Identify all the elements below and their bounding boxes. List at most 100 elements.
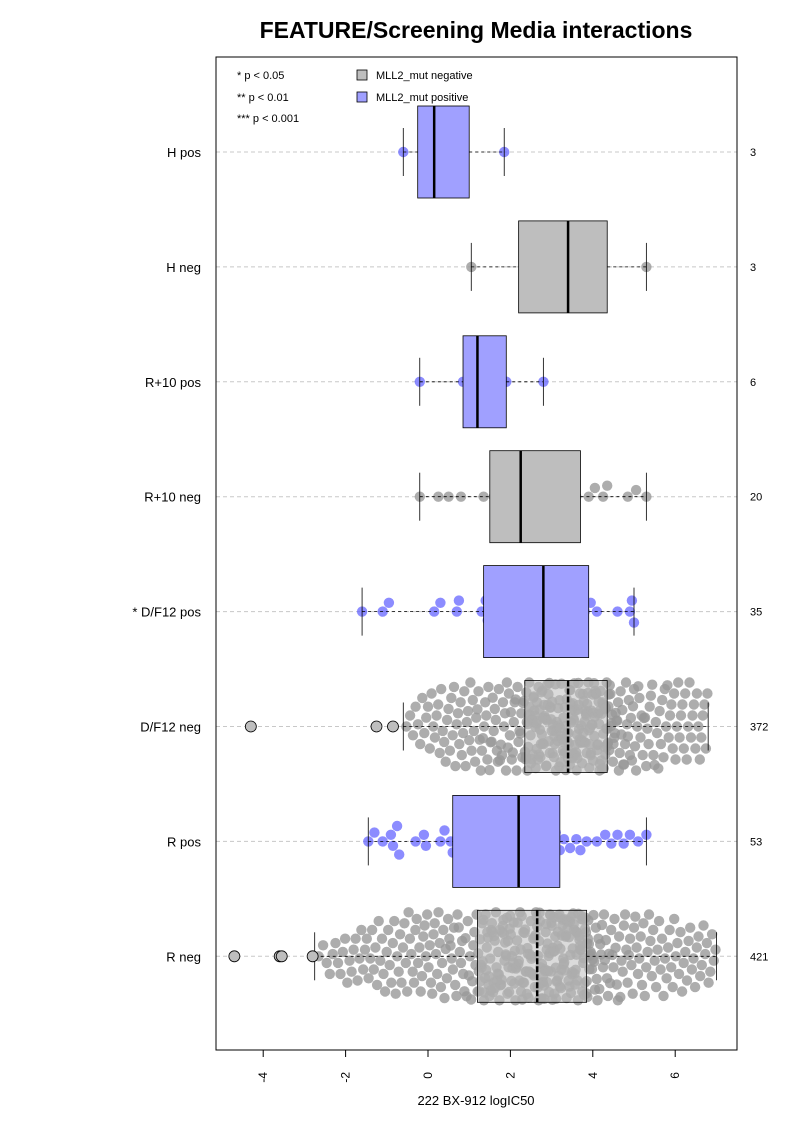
- x-tick-label: 4: [586, 1072, 600, 1079]
- data-point: [404, 933, 416, 944]
- data-point: [426, 688, 437, 699]
- data-point: [683, 935, 694, 947]
- data-point: [600, 829, 611, 840]
- data-point: [589, 956, 600, 967]
- data-point: [418, 931, 429, 942]
- data-point: [453, 922, 464, 933]
- data-point: [441, 714, 453, 726]
- data-point: [400, 957, 411, 969]
- data-point: [469, 756, 481, 767]
- data-point: [451, 606, 462, 617]
- data-point: [633, 681, 644, 692]
- data-point: [383, 924, 394, 936]
- data-point: [700, 948, 711, 960]
- data-point: [486, 736, 497, 747]
- data-point: [637, 749, 648, 761]
- data-point: [392, 951, 403, 962]
- data-point: [685, 922, 696, 933]
- data-point: [670, 951, 681, 962]
- data-point: [629, 741, 641, 752]
- data-point: [694, 754, 705, 765]
- legend-label-negative: MLL2_mut negative: [376, 70, 473, 82]
- data-point: [508, 716, 519, 728]
- group-label: H neg: [166, 260, 201, 275]
- data-point: [422, 701, 434, 712]
- data-point: [363, 973, 374, 984]
- data-point: [618, 838, 629, 849]
- data-point: [451, 719, 462, 730]
- data-point: [618, 759, 630, 770]
- data-point: [487, 692, 498, 703]
- data-point: [606, 924, 617, 936]
- data-point: [641, 760, 652, 772]
- data-point: [424, 743, 435, 754]
- iqr-box: [477, 909, 588, 1003]
- data-point: [602, 990, 614, 1002]
- data-point: [371, 979, 383, 991]
- data-point: [588, 909, 599, 921]
- data-point: [685, 732, 697, 743]
- data-point: [452, 708, 464, 719]
- data-point: [630, 911, 641, 922]
- data-point: [456, 749, 467, 761]
- data-point: [399, 918, 410, 929]
- group-n: 20: [750, 492, 762, 504]
- data-point: [394, 929, 406, 940]
- data-point: [699, 699, 710, 710]
- data-point: [404, 710, 416, 721]
- data-point: [606, 838, 617, 849]
- data-point: [505, 707, 517, 718]
- data-point: [402, 986, 413, 997]
- data-point: [594, 983, 605, 995]
- data-point: [689, 981, 701, 993]
- group-n: 3: [750, 147, 756, 159]
- data-point: [602, 480, 613, 491]
- data-point: [407, 730, 419, 741]
- data-point: [663, 732, 674, 743]
- data-point: [650, 981, 662, 993]
- data-point: [471, 712, 482, 723]
- x-tick-label: -4: [256, 1072, 270, 1083]
- data-point: [664, 924, 675, 936]
- data-point: [643, 738, 654, 750]
- data-point: [375, 955, 386, 966]
- data-point: [688, 699, 700, 710]
- data-point: [443, 703, 454, 715]
- data-point: [373, 915, 384, 927]
- data-point: [365, 953, 376, 964]
- data-point: [464, 735, 475, 746]
- data-point: [476, 745, 488, 756]
- data-point: [385, 829, 397, 840]
- data-point: [498, 721, 510, 732]
- data-point: [376, 933, 388, 944]
- data-point: [687, 710, 698, 721]
- legend-swatch-positive: [356, 91, 368, 103]
- data-point: [680, 946, 691, 958]
- data-point: [473, 686, 484, 697]
- data-point: [653, 915, 665, 927]
- data-point: [497, 697, 509, 708]
- iqr-box: [417, 105, 470, 199]
- data-point: [358, 964, 369, 975]
- data-point: [438, 924, 449, 936]
- data-point: [443, 491, 454, 502]
- data-point: [664, 710, 676, 721]
- data-point: [678, 957, 689, 969]
- data-point: [439, 992, 450, 1004]
- data-point: [368, 964, 379, 975]
- data-point: [627, 701, 639, 712]
- data-point: [469, 926, 480, 938]
- data-point: [708, 955, 719, 966]
- data-point: [632, 968, 644, 980]
- data-point: [359, 944, 371, 955]
- data-point: [412, 957, 424, 969]
- data-point: [452, 909, 463, 920]
- data-point: [503, 688, 515, 699]
- data-point: [635, 732, 646, 743]
- data-point: [430, 948, 442, 960]
- data-point: [354, 953, 365, 964]
- data-point: [467, 976, 478, 987]
- data-point: [656, 933, 668, 944]
- data-point: [515, 728, 526, 739]
- data-point: [610, 942, 621, 953]
